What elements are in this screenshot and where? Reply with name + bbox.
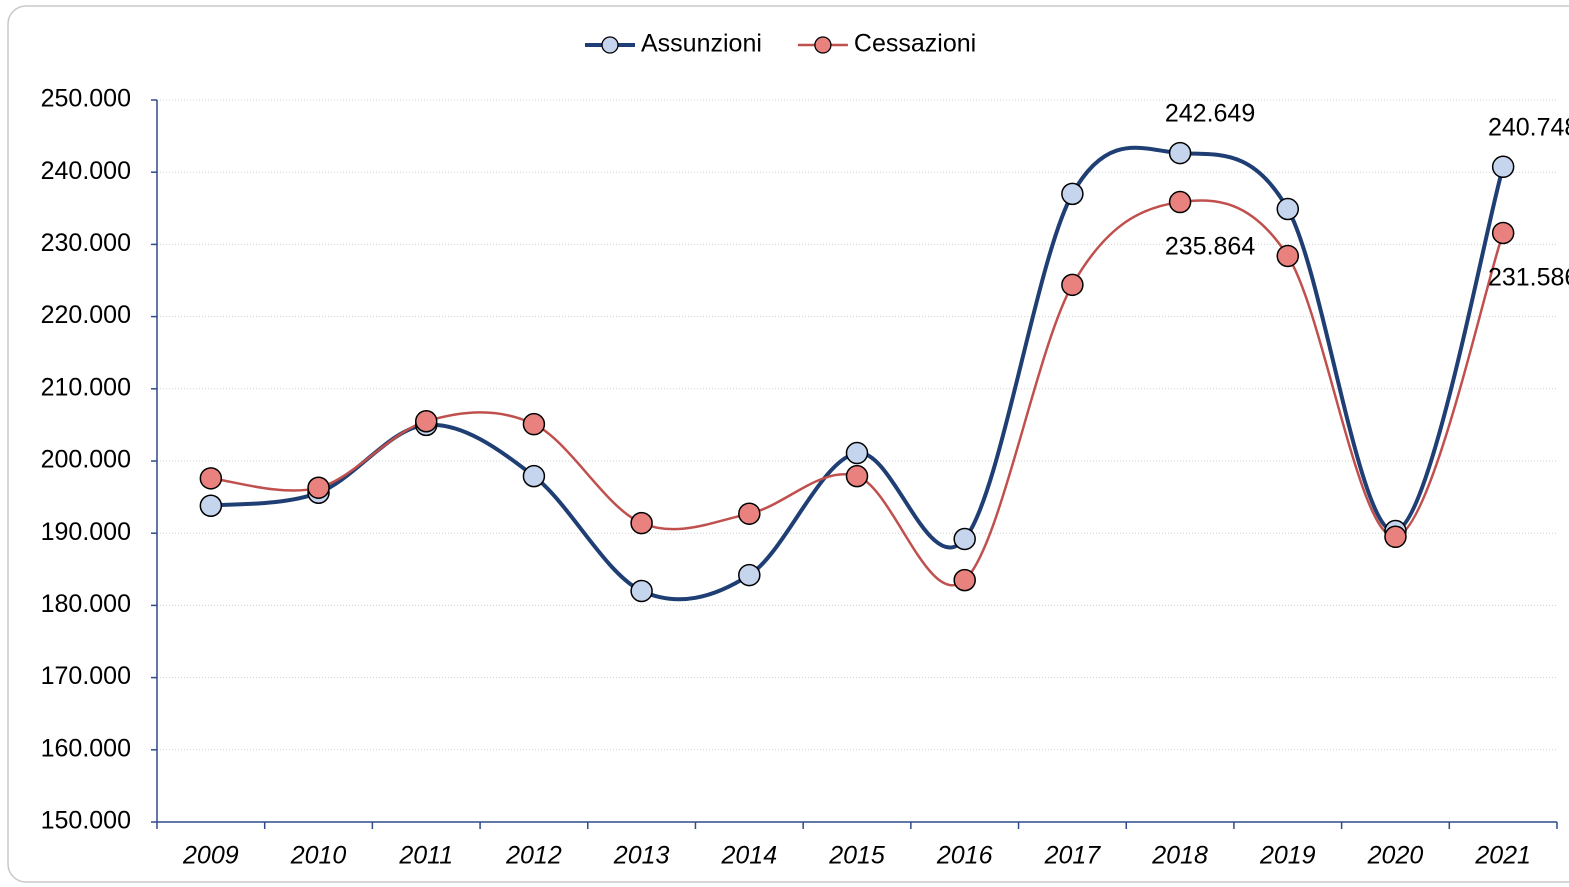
marker — [738, 502, 761, 525]
marker — [630, 579, 653, 603]
marker — [1491, 221, 1515, 245]
x-tick-label: 2016 — [936, 842, 993, 870]
marker — [199, 494, 223, 518]
marker — [738, 563, 761, 587]
x-tick-label: 2014 — [720, 842, 777, 870]
y-tick-label: 230.000 — [41, 229, 131, 257]
marker — [953, 527, 976, 551]
x-tick-label: 2021 — [1474, 842, 1531, 870]
marker — [1168, 190, 1192, 214]
marker — [307, 476, 330, 499]
marker — [630, 511, 653, 535]
y-tick-label: 190.000 — [41, 518, 131, 546]
data-label: 240.748 — [1488, 113, 1569, 141]
marker — [1168, 141, 1192, 165]
marker — [1276, 244, 1300, 268]
legend-label: Cessazioni — [854, 30, 976, 58]
y-tick-label: 150.000 — [41, 807, 131, 835]
marker — [953, 568, 976, 592]
x-tick-label: 2011 — [398, 842, 453, 870]
marker — [1061, 182, 1084, 206]
x-tick-label: 2012 — [505, 842, 562, 870]
y-tick-label: 240.000 — [41, 157, 131, 185]
data-label: 242.649 — [1165, 100, 1255, 128]
data-label: 231.586 — [1488, 264, 1569, 292]
marker — [845, 441, 869, 465]
marker — [845, 464, 869, 488]
y-tick-label: 170.000 — [41, 662, 131, 690]
y-tick-label: 200.000 — [41, 446, 131, 474]
marker — [522, 412, 546, 436]
marker — [1491, 155, 1515, 179]
y-tick-label: 250.000 — [41, 85, 131, 113]
frame — [7, 5, 1569, 883]
x-tick-label: 2015 — [828, 842, 885, 870]
marker — [1276, 197, 1300, 221]
legend-marker — [814, 36, 832, 54]
x-tick-label: 2013 — [613, 842, 670, 870]
marker — [1061, 273, 1084, 297]
marker — [1384, 525, 1407, 549]
legend-marker — [601, 36, 619, 54]
series-line — [210, 199, 1505, 587]
legend-label: Assunzioni — [641, 30, 762, 58]
marker — [414, 410, 438, 433]
y-tick-label: 220.000 — [41, 301, 131, 329]
x-tick-label: 2020 — [1367, 842, 1424, 870]
y-tick-label: 180.000 — [41, 590, 131, 618]
y-tick-label: 160.000 — [41, 734, 131, 762]
x-tick-label: 2019 — [1259, 842, 1316, 870]
x-tick-label: 2017 — [1044, 842, 1102, 870]
x-tick-label: 2018 — [1151, 842, 1208, 870]
x-tick-label: 2009 — [182, 842, 239, 870]
marker — [522, 464, 546, 488]
y-tick-label: 210.000 — [41, 373, 131, 401]
x-tick-label: 2010 — [290, 842, 347, 870]
data-label: 235.864 — [1165, 233, 1255, 261]
marker — [199, 467, 223, 490]
series-line — [210, 145, 1506, 602]
